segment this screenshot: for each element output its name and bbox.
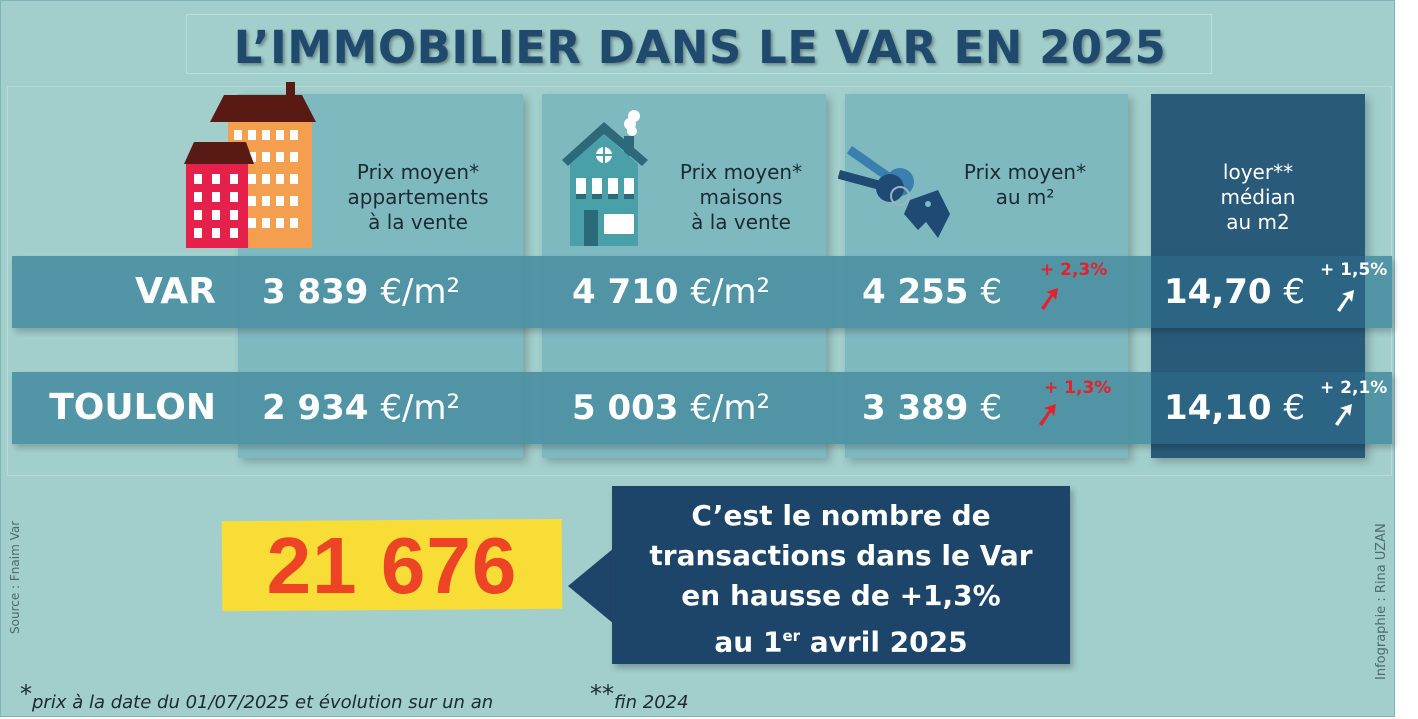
loyer-cell-toulon: [1151, 372, 1365, 444]
footnote-text: fin 2024: [614, 692, 689, 713]
trend-up-arrow-icon: [1039, 404, 1056, 426]
header-line: Prix moyen*: [679, 160, 803, 184]
transactions-number: 21 676: [266, 521, 518, 610]
var-appartements-value: 3 839 €/m²: [262, 256, 460, 328]
header-loyer: loyer** médian au m2: [1151, 160, 1365, 235]
row-label-var: VAR: [135, 271, 216, 312]
header-line: médian: [1220, 185, 1296, 209]
header-line: au m2: [1226, 210, 1290, 234]
header-line: appartements: [347, 185, 489, 209]
callout-line: transactions dans le Var: [649, 539, 1033, 572]
value-number: 2 934: [262, 388, 369, 428]
callout-date-suffix: avril 2025: [800, 625, 968, 659]
toulon-loyer-value: 14,10 €: [1164, 372, 1305, 444]
header-line: Prix moyen*: [356, 160, 480, 184]
page-title: L’IMMOBILIER DANS LE VAR EN 2025: [233, 21, 1167, 74]
footnote-text: prix à la date du 01/07/2025 et évolutio…: [32, 692, 494, 713]
trend-up-arrow-icon: [1041, 288, 1058, 310]
header-line: à la vente: [368, 210, 468, 234]
toulon-appartements-value: 2 934 €/m²: [262, 372, 460, 444]
house-icon: [562, 110, 648, 246]
value-unit: €/m²: [380, 272, 461, 312]
value-unit: €/m²: [380, 388, 461, 428]
callout-date-prefix: au 1: [714, 625, 783, 659]
callout-line: C’est le nombre de: [691, 499, 991, 532]
toulon-loyer-change: + 2,1%: [1320, 378, 1388, 398]
infographie-credit: Infographie : Rina UZAN: [1374, 523, 1389, 680]
header-line: maisons: [699, 185, 783, 209]
var-maisons-value: 4 710 €/m²: [572, 256, 770, 328]
value-number: 3 389: [862, 388, 969, 428]
callout-text: C’est le nombre de transactions dans le …: [612, 496, 1070, 662]
var-prix-m2-change: + 2,3%: [1040, 260, 1108, 280]
callout-date-sup: er: [782, 627, 801, 645]
var-loyer-change: + 1,5%: [1320, 260, 1388, 280]
value-unit: €/m²: [690, 272, 771, 312]
value-unit: €: [1283, 388, 1306, 428]
keys-icon: [838, 146, 950, 238]
loyer-cell-var: [1151, 256, 1365, 328]
value-unit: €: [1283, 272, 1306, 312]
callout-line: en hausse de +1,3%: [681, 579, 1001, 612]
toulon-prix-m2-change: + 1,3%: [1044, 378, 1112, 398]
header-appartements: Prix moyen* appartements à la vente: [318, 160, 518, 235]
toulon-prix-m2-value: 3 389 €: [862, 372, 1002, 444]
header-line: au m²: [995, 185, 1055, 209]
value-number: 4 255: [862, 272, 969, 312]
header-line: à la vente: [691, 210, 791, 234]
value-unit: €/m²: [690, 388, 771, 428]
value-unit: €: [980, 388, 1002, 428]
var-loyer-value: 14,70 €: [1164, 256, 1305, 328]
title-box: [186, 14, 1212, 74]
row-label-toulon: TOULON: [49, 387, 216, 428]
apartment-buildings-icon: [184, 82, 316, 248]
header-line: loyer**: [1222, 160, 1294, 184]
header-prix-m2: Prix moyen* au m²: [940, 160, 1110, 210]
callout-pointer: [568, 548, 614, 624]
value-unit: €: [980, 272, 1002, 312]
footnote-star: **: [590, 680, 614, 708]
value-number: 3 839: [262, 272, 369, 312]
footnote-prix: *prix à la date du 01/07/2025 et évoluti…: [20, 680, 493, 713]
value-number: 4 710: [572, 272, 679, 312]
callout-box: [612, 486, 1070, 664]
trend-up-arrow-icon: [1337, 290, 1354, 312]
value-number: 14,70: [1164, 272, 1272, 312]
toulon-maisons-value: 5 003 €/m²: [572, 372, 770, 444]
trend-up-arrow-icon: [1335, 404, 1352, 426]
footnote-star: *: [20, 680, 32, 708]
source-credit: Source : Fnaim Var: [8, 520, 22, 634]
value-number: 14,10: [1164, 388, 1272, 428]
value-number: 5 003: [572, 388, 679, 428]
header-maisons: Prix moyen* maisons à la vente: [656, 160, 826, 235]
footnote-loyer: **fin 2024: [590, 680, 689, 713]
header-line: Prix moyen*: [963, 160, 1087, 184]
var-prix-m2-value: 4 255 €: [862, 256, 1002, 328]
callout-line: au 1er avril 2025: [612, 616, 1070, 662]
